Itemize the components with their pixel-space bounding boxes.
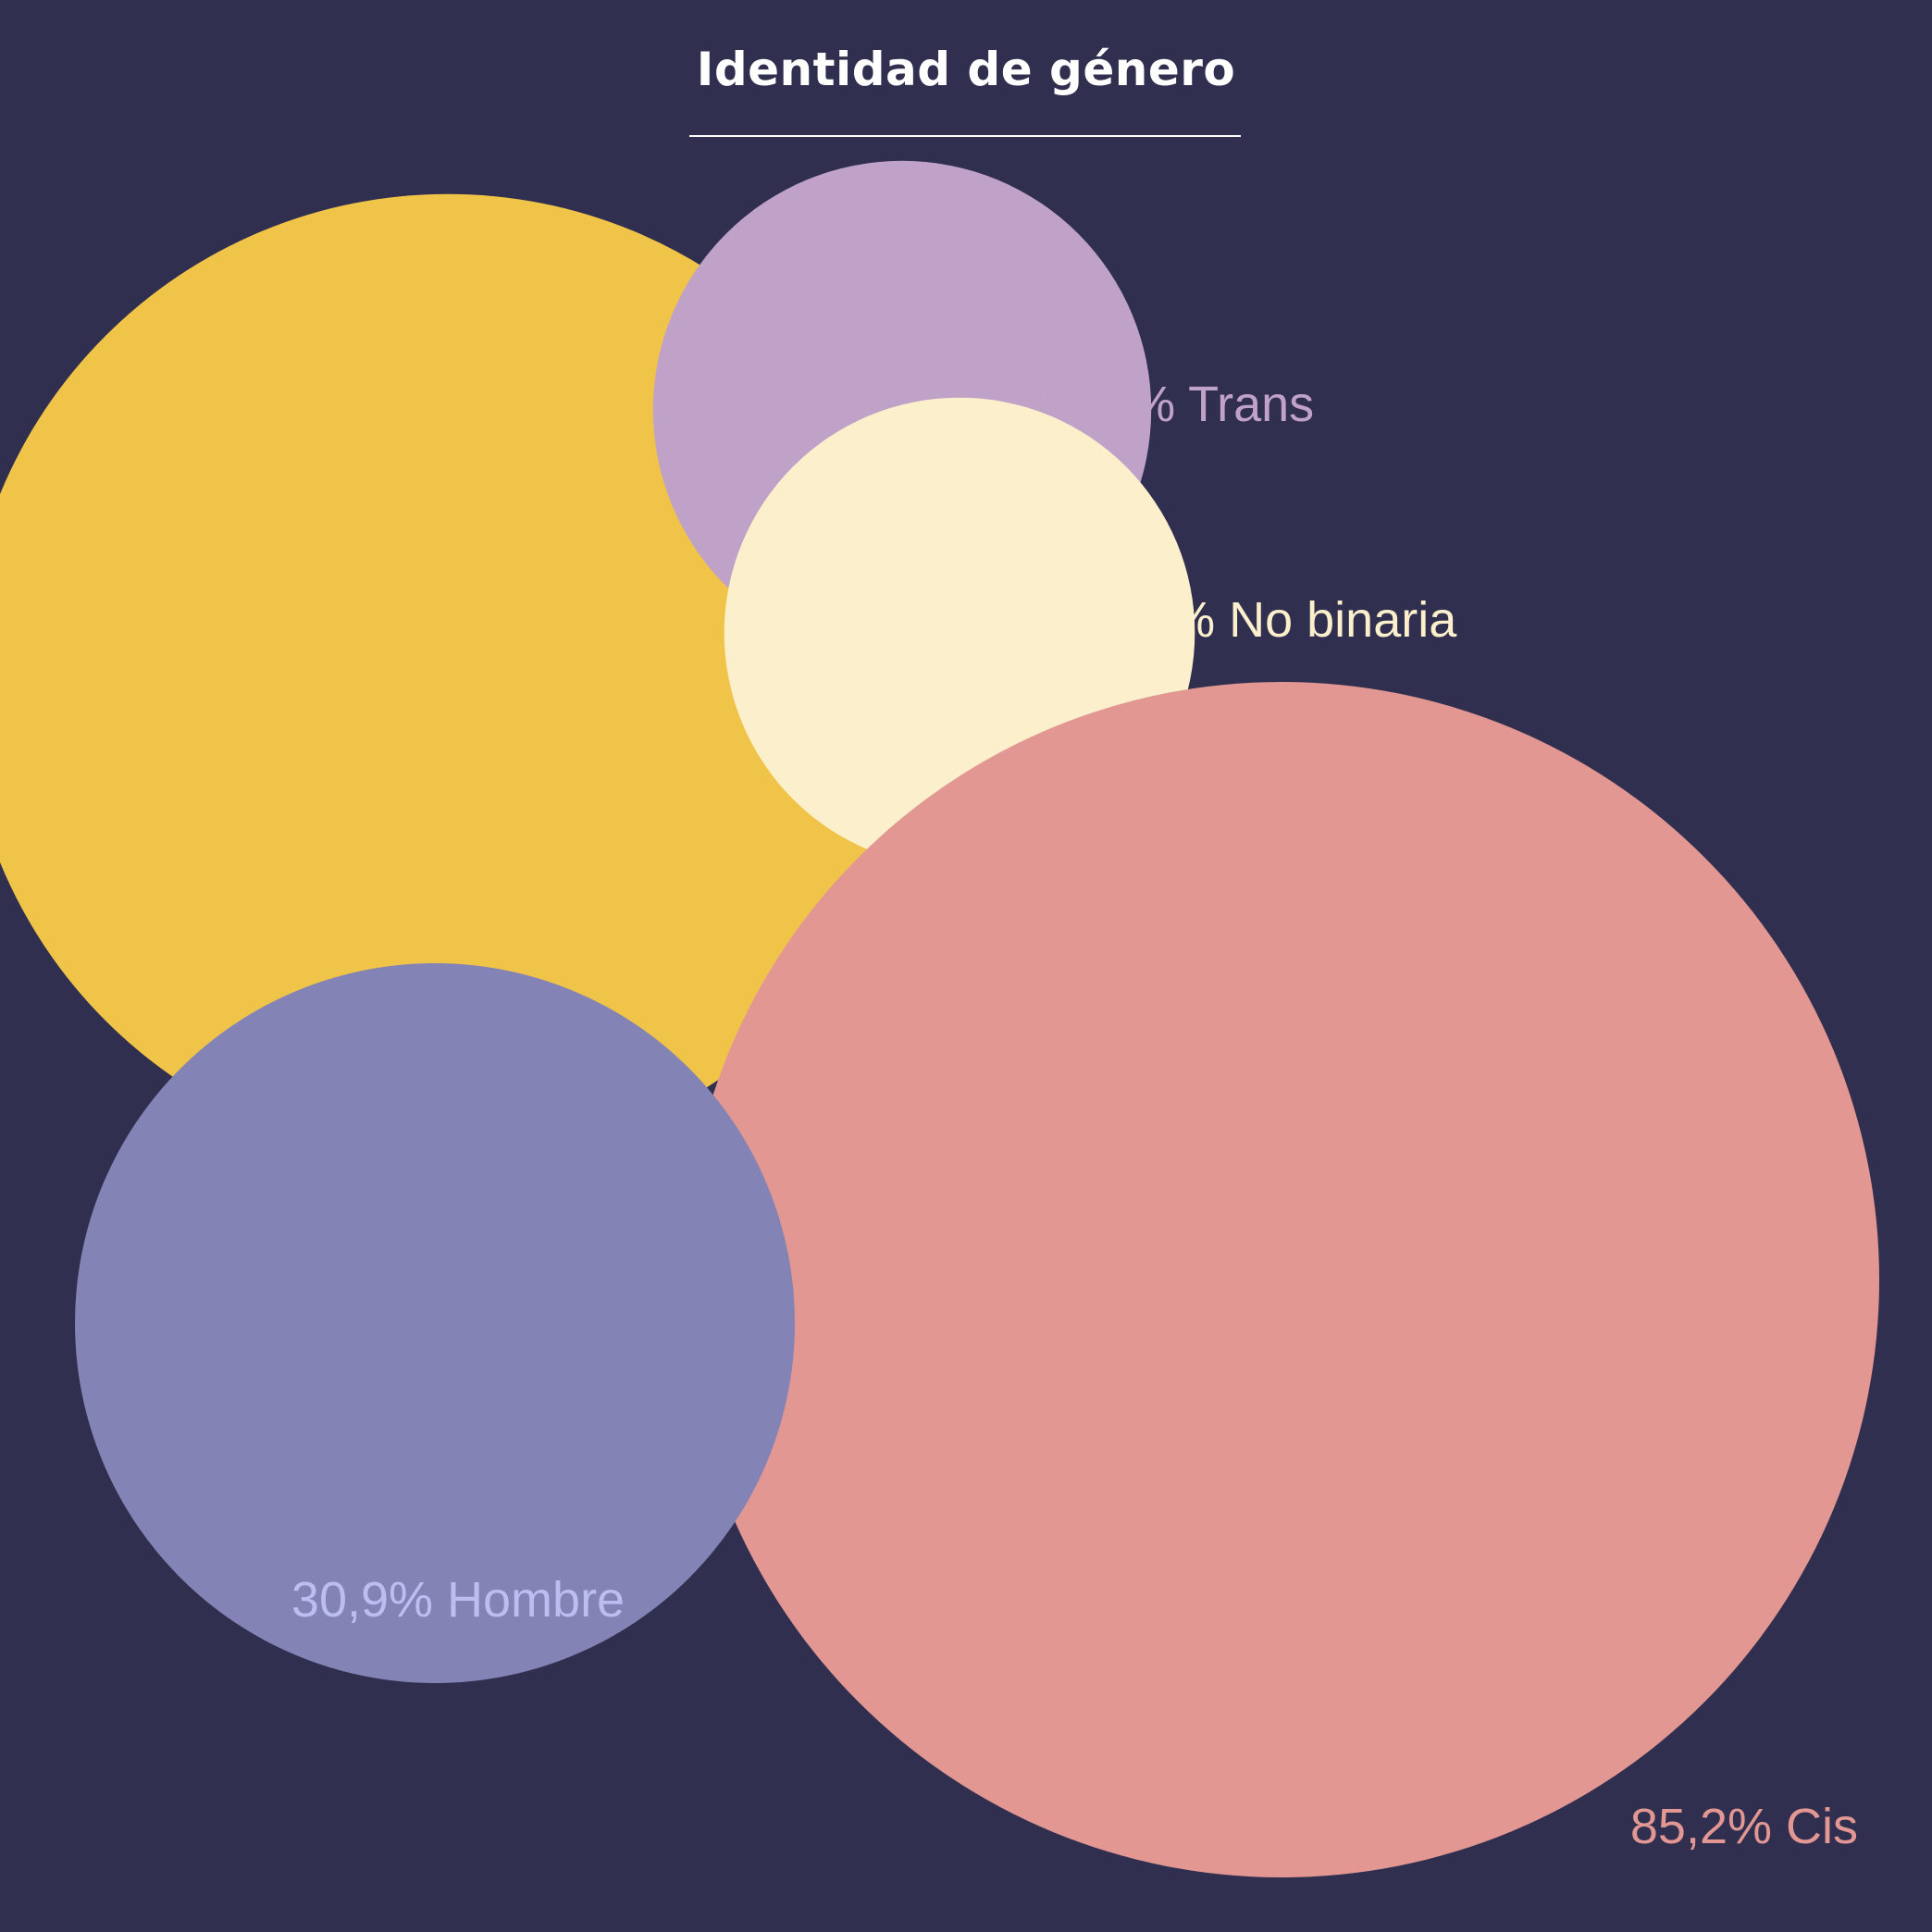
bubble-label-mujer: 55,9% Mujer — [313, 205, 593, 261]
bubble-hombre — [75, 963, 795, 1683]
chart-title: Identidad de género — [696, 43, 1236, 96]
bubble-label-hombre: 30,9% Hombre — [291, 1572, 625, 1628]
bubble-cis — [684, 682, 1879, 1877]
bubble-label-no-binaria: 13,2% No binaria — [1073, 592, 1457, 648]
bubble-label-cis: 85,2% Cis — [1630, 1799, 1858, 1854]
title-underline — [689, 135, 1241, 137]
bubble-label-trans: 14,8% Trans — [1034, 377, 1314, 432]
